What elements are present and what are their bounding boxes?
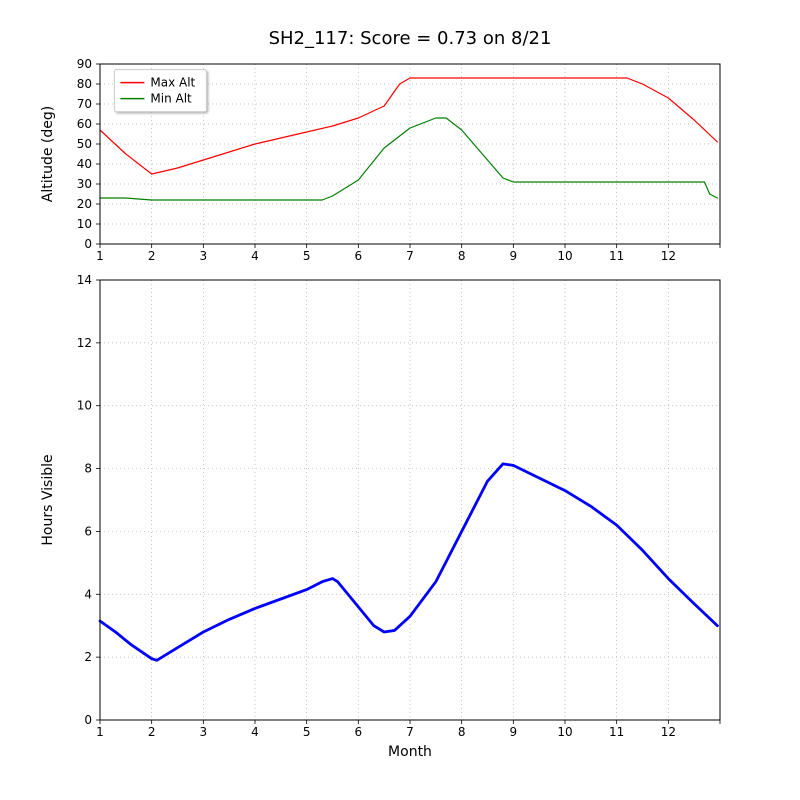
y-tick-label: 40 [77, 157, 92, 171]
chart-container: SH2_117: Score = 0.73 on 8/2112345678910… [0, 0, 800, 800]
y-tick-label: 90 [77, 57, 92, 71]
x-tick-label: 3 [200, 725, 208, 739]
x-tick-label: 7 [406, 249, 414, 263]
x-tick-label: 6 [355, 725, 363, 739]
y-tick-label: 50 [77, 137, 92, 151]
y-tick-label: 0 [84, 713, 92, 727]
x-tick-label: 12 [661, 725, 676, 739]
chart-svg: SH2_117: Score = 0.73 on 8/2112345678910… [0, 0, 800, 800]
y-axis-label: Altitude (deg) [40, 106, 56, 202]
y-tick-label: 10 [77, 217, 92, 231]
x-tick-label: 12 [661, 249, 676, 263]
x-tick-label: 11 [609, 725, 624, 739]
x-tick-label: 9 [510, 249, 518, 263]
y-tick-label: 70 [77, 97, 92, 111]
x-tick-label: 5 [303, 725, 311, 739]
x-tick-label: 1 [96, 725, 104, 739]
y-tick-label: 12 [77, 336, 92, 350]
y-tick-label: 30 [77, 177, 92, 191]
y-tick-label: 10 [77, 399, 92, 413]
chart-title: SH2_117: Score = 0.73 on 8/21 [269, 28, 552, 49]
x-tick-label: 10 [557, 725, 572, 739]
legend: Max Alt Min Alt [114, 70, 206, 112]
x-tick-label: 5 [303, 249, 311, 263]
x-tick-label: 9 [510, 725, 518, 739]
x-tick-label: 7 [406, 725, 414, 739]
y-tick-label: 60 [77, 117, 92, 131]
x-tick-label: 3 [200, 249, 208, 263]
legend-label: Min Alt [150, 92, 192, 106]
x-tick-label: 6 [355, 249, 363, 263]
x-tick-label: 8 [458, 725, 466, 739]
legend-label: Max Alt [150, 76, 195, 90]
x-axis-label: Month [388, 744, 432, 760]
x-tick-label: 2 [148, 249, 156, 263]
y-tick-label: 2 [84, 650, 92, 664]
y-tick-label: 6 [84, 524, 92, 538]
x-tick-label: 8 [458, 249, 466, 263]
y-tick-label: 20 [77, 197, 92, 211]
y-tick-label: 0 [84, 237, 92, 251]
x-tick-label: 2 [148, 725, 156, 739]
x-tick-label: 4 [251, 249, 259, 263]
y-tick-label: 8 [84, 462, 92, 476]
x-tick-label: 1 [96, 249, 104, 263]
y-tick-label: 14 [77, 273, 92, 287]
y-axis-label: Hours Visible [40, 454, 56, 545]
y-tick-label: 4 [84, 587, 92, 601]
x-tick-label: 11 [609, 249, 624, 263]
y-tick-label: 80 [77, 77, 92, 91]
x-tick-label: 10 [557, 249, 572, 263]
x-tick-label: 4 [251, 725, 259, 739]
